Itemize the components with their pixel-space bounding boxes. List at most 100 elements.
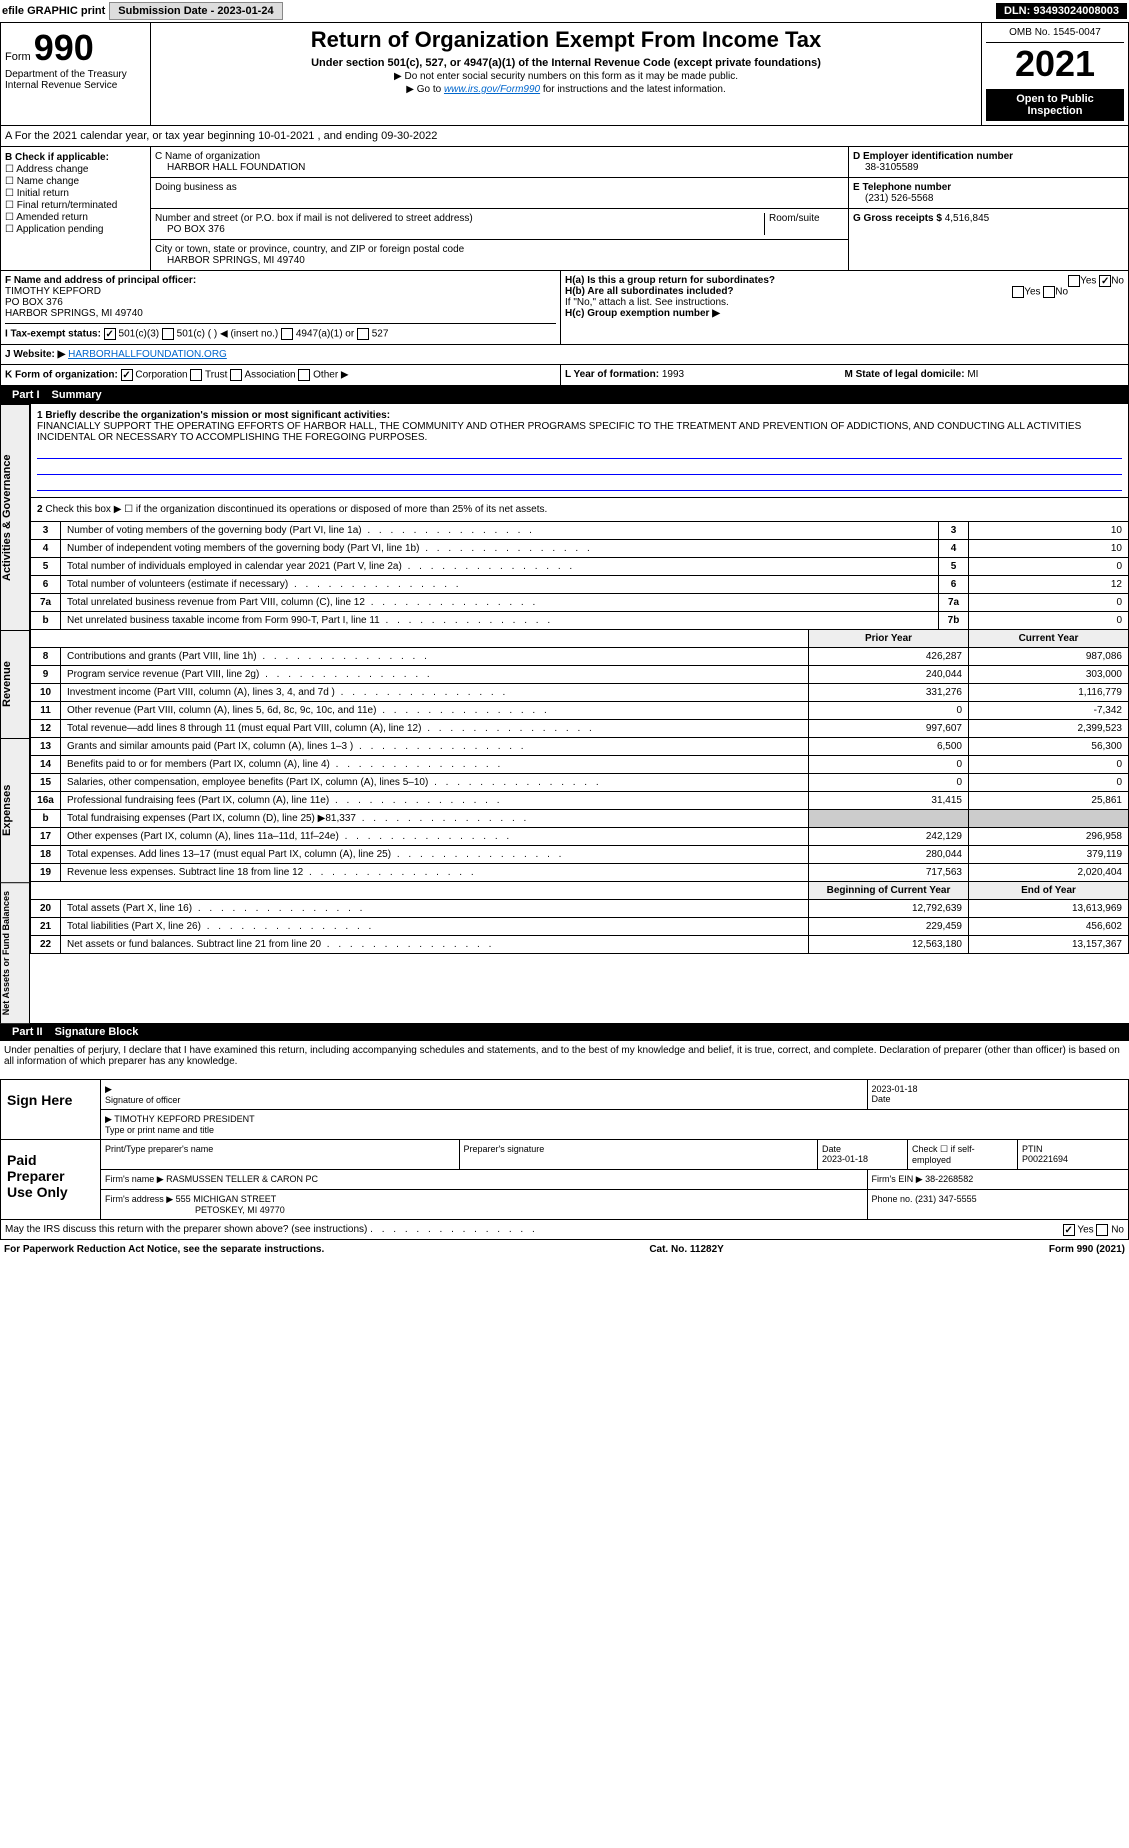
vtab-expenses: Expenses xyxy=(0,738,30,882)
current-value: 13,157,367 xyxy=(969,936,1129,954)
prep-self-employed[interactable]: Check ☐ if self-employed xyxy=(908,1140,1018,1169)
line-desc: Total number of volunteers (estimate if … xyxy=(61,576,939,594)
chk-name-change[interactable]: Name change xyxy=(5,176,146,187)
hb-label: H(b) Are all subordinates included? xyxy=(565,286,734,297)
firm-addr: 555 MICHIGAN STREET xyxy=(176,1194,277,1204)
opt-assoc: Association xyxy=(244,370,295,381)
chk-address-change[interactable]: Address change xyxy=(5,164,146,175)
m-label: M State of legal domicile: xyxy=(845,369,965,380)
chk-amended-return[interactable]: Amended return xyxy=(5,212,146,223)
prior-value: 12,792,639 xyxy=(809,900,969,918)
opt-other: Other ▶ xyxy=(313,370,348,381)
prior-value: 997,607 xyxy=(809,720,969,738)
dln-label: DLN: 93493024008003 xyxy=(996,3,1127,19)
sig-date-value: 2023-01-18 xyxy=(872,1084,1125,1094)
submission-date-button[interactable]: Submission Date - 2023-01-24 xyxy=(109,2,282,20)
chk-other[interactable] xyxy=(298,369,310,381)
firm-ein-label: Firm's EIN ▶ xyxy=(872,1174,923,1184)
current-value: 2,399,523 xyxy=(969,720,1129,738)
current-value: 13,613,969 xyxy=(969,900,1129,918)
prep-date: 2023-01-18 xyxy=(822,1154,868,1164)
prior-value: 0 xyxy=(809,774,969,792)
line-desc: Total number of individuals employed in … xyxy=(61,558,939,576)
addr-label: Number and street (or P.O. box if mail i… xyxy=(155,213,764,224)
chk-initial-return[interactable]: Initial return xyxy=(5,188,146,199)
vtab-revenue: Revenue xyxy=(0,630,30,738)
prior-value xyxy=(809,810,969,828)
line-num: 10 xyxy=(31,684,61,702)
org-city: HARBOR SPRINGS, MI 49740 xyxy=(167,255,844,266)
chk-irs-no[interactable] xyxy=(1096,1224,1108,1236)
line-desc: Total unrelated business revenue from Pa… xyxy=(61,594,939,612)
chk-corp[interactable] xyxy=(121,369,133,381)
chk-final-return[interactable]: Final return/terminated xyxy=(5,200,146,211)
chk-assoc[interactable] xyxy=(230,369,242,381)
chk-application-pending[interactable]: Application pending xyxy=(5,224,146,235)
line-desc: Salaries, other compensation, employee b… xyxy=(61,774,809,792)
current-value: 25,861 xyxy=(969,792,1129,810)
line-num: 17 xyxy=(31,828,61,846)
firm-phone-label: Phone no. xyxy=(872,1194,913,1204)
chk-irs-yes[interactable] xyxy=(1063,1224,1075,1236)
line-num: 12 xyxy=(31,720,61,738)
irs-yes: Yes xyxy=(1077,1225,1093,1236)
form-subtitle: Under section 501(c), 527, or 4947(a)(1)… xyxy=(159,57,973,69)
chk-527[interactable] xyxy=(357,328,369,340)
chk-hb-no[interactable] xyxy=(1043,286,1055,298)
current-value: 0 xyxy=(969,774,1129,792)
chk-ha-no[interactable] xyxy=(1099,275,1111,287)
current-value xyxy=(969,810,1129,828)
current-value: 456,602 xyxy=(969,918,1129,936)
line-box: 6 xyxy=(939,576,969,594)
line-desc: Professional fundraising fees (Part IX, … xyxy=(61,792,809,810)
line-desc: Other revenue (Part VIII, column (A), li… xyxy=(61,702,809,720)
dept-label: Department of the Treasury Internal Reve… xyxy=(5,69,146,91)
city-label: City or town, state or province, country… xyxy=(155,244,844,255)
line-desc: Program service revenue (Part VIII, line… xyxy=(61,666,809,684)
current-value: 56,300 xyxy=(969,738,1129,756)
dba-label: Doing business as xyxy=(155,182,844,193)
chk-4947[interactable] xyxy=(281,328,293,340)
current-value: 2,020,404 xyxy=(969,864,1129,882)
b-label: B Check if applicable: xyxy=(5,152,146,163)
k-label: K Form of organization: xyxy=(5,370,118,381)
chk-501c3[interactable] xyxy=(104,328,116,340)
prior-value: 229,459 xyxy=(809,918,969,936)
website-link[interactable]: HARBORHALLFOUNDATION.ORG xyxy=(68,349,227,360)
current-value: 0 xyxy=(969,756,1129,774)
opt-501c: 501(c) ( ) ◀ (insert no.) xyxy=(177,329,279,340)
ha-no: No xyxy=(1111,276,1124,287)
opt-4947: 4947(a)(1) or xyxy=(296,329,354,340)
line-desc: Total liabilities (Part X, line 26) xyxy=(61,918,809,936)
l-label: L Year of formation: xyxy=(565,369,659,380)
line-desc: Net unrelated business taxable income fr… xyxy=(61,612,939,630)
hb-yes: Yes xyxy=(1024,287,1040,298)
line-desc: Total revenue—add lines 8 through 11 (mu… xyxy=(61,720,809,738)
chk-trust[interactable] xyxy=(190,369,202,381)
d-ein-label: D Employer identification number xyxy=(853,151,1124,162)
line-box: 5 xyxy=(939,558,969,576)
line-desc: Total expenses. Add lines 13–17 (must eq… xyxy=(61,846,809,864)
firm-name-label: Firm's name ▶ xyxy=(105,1174,164,1184)
goto-post: for instructions and the latest informat… xyxy=(540,84,726,95)
line-num: 20 xyxy=(31,900,61,918)
f-officer-label: F Name and address of principal officer: xyxy=(5,275,556,286)
gross-receipts-value: 4,516,845 xyxy=(945,213,990,224)
line-box: 7b xyxy=(939,612,969,630)
irs-link[interactable]: www.irs.gov/Form990 xyxy=(444,84,540,95)
line-desc: Investment income (Part VIII, column (A)… xyxy=(61,684,809,702)
ein-value: 38-3105589 xyxy=(865,162,1124,173)
line-num: 8 xyxy=(31,648,61,666)
current-value: 379,119 xyxy=(969,846,1129,864)
line-num: 6 xyxy=(31,576,61,594)
chk-hb-yes[interactable] xyxy=(1012,286,1024,298)
prior-value: 31,415 xyxy=(809,792,969,810)
form-note-ssn: ▶ Do not enter social security numbers o… xyxy=(159,71,973,82)
year-formation: 1993 xyxy=(662,369,684,380)
sig-name-label: Type or print name and title xyxy=(105,1125,214,1135)
line-num: 9 xyxy=(31,666,61,684)
chk-501c[interactable] xyxy=(162,328,174,340)
chk-ha-yes[interactable] xyxy=(1068,275,1080,287)
vtab-net-assets: Net Assets or Fund Balances xyxy=(0,882,30,1023)
line-num: 16a xyxy=(31,792,61,810)
